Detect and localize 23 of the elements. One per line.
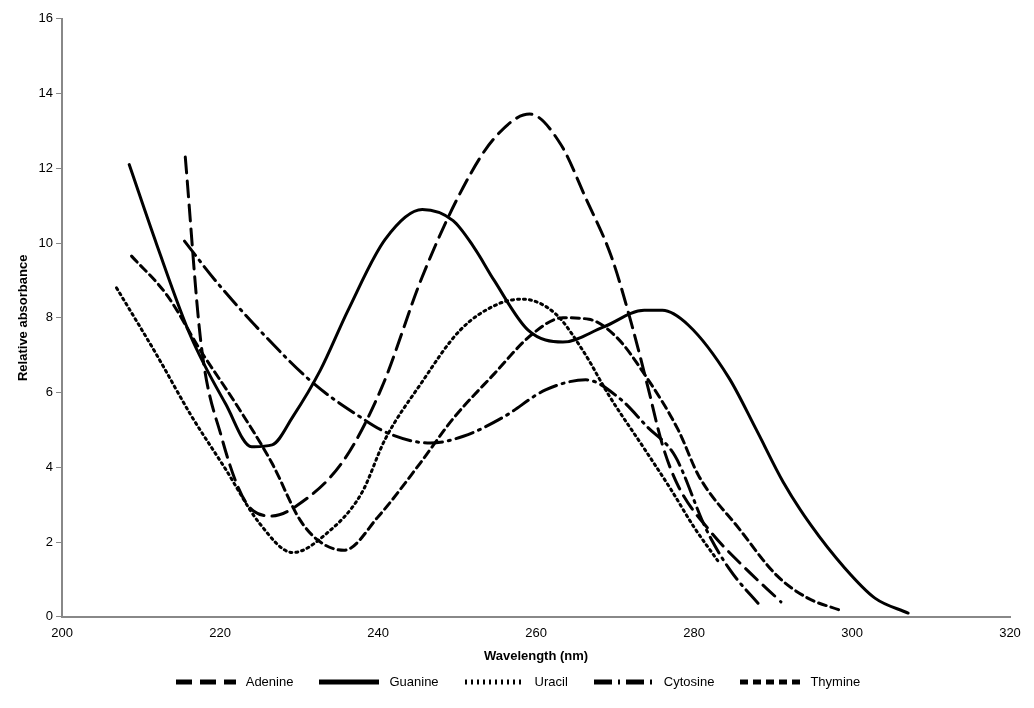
y-tick-label: 0: [45, 608, 54, 624]
x-tick-label: 200: [51, 625, 73, 641]
y-tick-label: 6: [45, 384, 54, 400]
y-tick-label: 14: [38, 85, 54, 101]
y-tick-label: 12: [38, 159, 54, 175]
legend-label: Cytosine: [663, 674, 715, 689]
x-tick-label: 260: [525, 625, 547, 641]
y-tick-label: 4: [45, 458, 54, 474]
y-tick-label: 2: [45, 533, 54, 549]
x-tick-label: 220: [209, 625, 231, 641]
x-axis-title: Wavelength (nm): [483, 647, 589, 663]
x-tick-label: 320: [999, 625, 1021, 641]
y-tick-label: 10: [38, 234, 54, 250]
legend-label: Adenine: [245, 674, 294, 689]
x-tick-label: 280: [683, 625, 705, 641]
y-tick-label: 16: [38, 10, 54, 26]
legend-label: Thymine: [810, 674, 861, 689]
y-tick-label: 8: [45, 309, 54, 325]
legend-label: Uracil: [534, 674, 568, 689]
legend-label: Guanine: [389, 674, 439, 689]
x-tick-label: 240: [367, 625, 389, 641]
y-axis-title: Relative absorbance: [15, 254, 31, 382]
x-tick-label: 300: [841, 625, 863, 641]
